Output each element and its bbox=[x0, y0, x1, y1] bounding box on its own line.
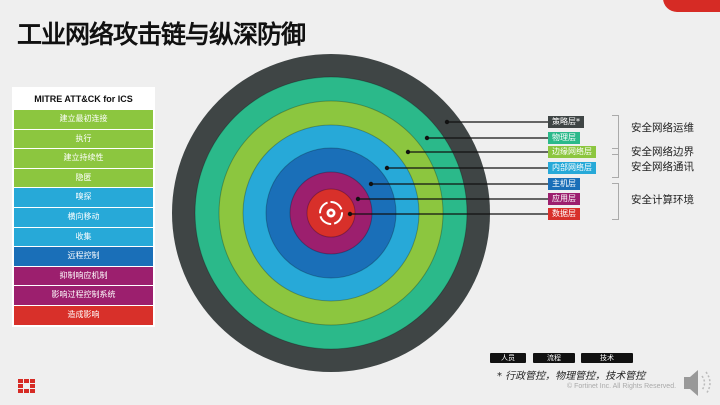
layer-label: 数据层 bbox=[548, 208, 580, 220]
bracket-compute bbox=[612, 183, 619, 220]
footnote: * 行政管控，物理管控，技术管控 bbox=[497, 371, 646, 382]
group-comm: 安全网络通讯 bbox=[631, 161, 694, 173]
leader-dot bbox=[355, 196, 361, 202]
speaker-icon[interactable] bbox=[684, 370, 711, 396]
brand-corner-shape bbox=[663, 0, 720, 12]
tag-tech: 技术 bbox=[581, 353, 633, 363]
mitre-row: 隐匿 bbox=[14, 167, 153, 188]
tag-process: 流程 bbox=[533, 353, 575, 363]
mitre-row: 建立最初连接 bbox=[14, 109, 153, 129]
layer-label: 内部网络层 bbox=[548, 162, 596, 174]
leader-dot bbox=[444, 119, 450, 125]
bracket-ops bbox=[612, 115, 619, 155]
layer-label: 应用层 bbox=[548, 193, 580, 205]
mitre-row: 远程控制 bbox=[14, 246, 153, 266]
group-ops: 安全网络运维 bbox=[631, 122, 694, 134]
copyright: © Fortinet Inc. All Rights Reserved. bbox=[567, 383, 677, 390]
mitre-row: 影响过程控制系统 bbox=[14, 285, 153, 305]
mitre-attack-table: MITRE ATT&CK for ICS 建立最初连接 执行 建立持续性 隐匿 嗅探 横向… bbox=[12, 87, 155, 327]
mitre-header: MITRE ATT&CK for ICS bbox=[34, 94, 133, 104]
group-border: 安全网络边界 bbox=[631, 146, 694, 158]
mitre-row: 建立持续性 bbox=[14, 148, 153, 168]
layer-label: 边缘网络层 bbox=[548, 146, 596, 158]
layer-label: 策略层* bbox=[548, 116, 584, 128]
mitre-row: 嗅探 bbox=[14, 187, 153, 207]
layer-label: 主机层 bbox=[548, 178, 580, 190]
mitre-row: 执行 bbox=[14, 128, 153, 149]
mitre-row: 抑制响应机制 bbox=[14, 265, 153, 286]
mitre-row: 横向移动 bbox=[14, 206, 153, 227]
layer-label: 物理层 bbox=[548, 132, 580, 144]
bracket-border bbox=[612, 148, 619, 178]
group-compute: 安全计算环境 bbox=[631, 194, 694, 206]
leader-dot bbox=[424, 135, 430, 141]
mitre-row: 收集 bbox=[14, 226, 153, 247]
page-title: 工业网络攻击链与纵深防御 bbox=[17, 20, 306, 49]
leader-dot bbox=[405, 149, 411, 155]
tag-people: 人员 bbox=[490, 353, 526, 363]
gear-cycle-icon bbox=[319, 201, 343, 225]
mitre-row: 造成影响 bbox=[14, 304, 153, 325]
leader-dot bbox=[384, 165, 390, 171]
leader-dot bbox=[347, 211, 353, 217]
leader-dot bbox=[368, 181, 374, 187]
